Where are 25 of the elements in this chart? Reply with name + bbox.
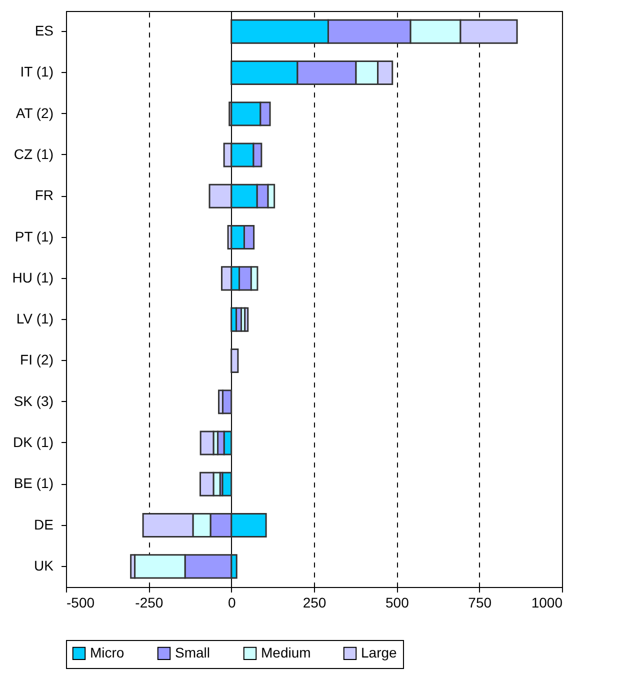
y-tick-label: IT (1): [20, 64, 54, 80]
y-tick-label: PT (1): [14, 228, 54, 244]
legend-label: Small: [175, 644, 210, 660]
x-tick-label: 1000: [531, 594, 563, 610]
x-tick-label: 0: [228, 594, 236, 610]
legend-label: Medium: [261, 644, 311, 660]
y-tick-label: FR: [34, 187, 54, 204]
y-tick-label: UK: [34, 557, 54, 574]
y-tick-label: LV (1): [16, 310, 54, 327]
legend-label: Large: [361, 644, 398, 660]
y-tick-label: AT (2): [16, 104, 54, 121]
y-tick-label: HU (1): [12, 269, 54, 286]
y-tick-label: CZ (1): [14, 146, 54, 162]
y-tick-label: BE (1): [14, 475, 54, 492]
y-tick-label: ES: [34, 22, 54, 39]
legend-label: Micro: [90, 644, 124, 660]
x-tick-label: 500: [385, 594, 410, 610]
y-tick-label: DE: [34, 516, 54, 532]
x-tick-label: 250: [302, 594, 326, 610]
y-tick-label: FI (2): [20, 352, 54, 368]
x-tick-label: -250: [135, 594, 164, 610]
x-tick-label: -500: [66, 594, 95, 610]
y-tick-label: SK (3): [14, 392, 54, 409]
y-tick-label: DK (1): [13, 434, 54, 450]
x-tick-label: 750: [468, 594, 492, 610]
